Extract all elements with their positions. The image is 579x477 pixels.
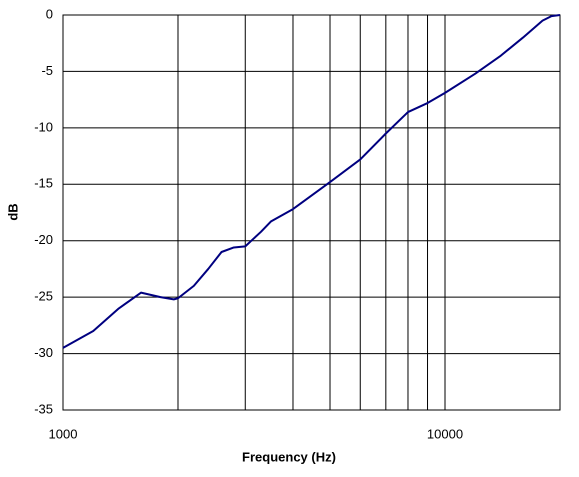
x-tick-label: 10000 bbox=[427, 426, 463, 441]
data-line bbox=[62, 14, 561, 349]
y-tick-label: -25 bbox=[34, 289, 53, 304]
y-tick-label: -5 bbox=[41, 63, 53, 78]
plot-area bbox=[62, 14, 561, 411]
y-tick-label: -20 bbox=[34, 232, 53, 247]
x-tick-label: 1000 bbox=[49, 426, 78, 441]
x-axis-title: Frequency (Hz) bbox=[242, 449, 336, 464]
y-tick-label: 0 bbox=[46, 6, 53, 21]
y-tick-label: -30 bbox=[34, 345, 53, 360]
y-tick-label: -10 bbox=[34, 119, 53, 134]
y-axis-title: dB bbox=[5, 203, 20, 220]
y-tick-label: -35 bbox=[34, 401, 53, 416]
y-tick-label: -15 bbox=[34, 176, 53, 191]
